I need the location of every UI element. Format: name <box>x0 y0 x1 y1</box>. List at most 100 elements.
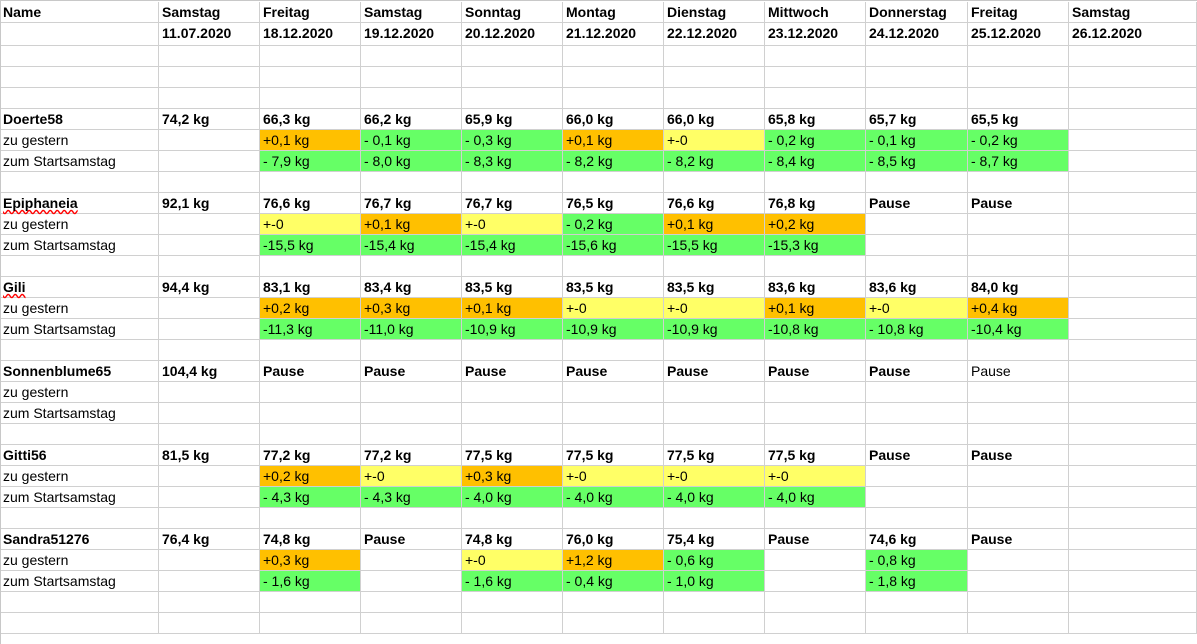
grid-cell[interactable]: 65,5 kg <box>968 109 1069 130</box>
grid-cell[interactable]: 77,5 kg <box>462 445 563 466</box>
grid-cell[interactable] <box>1069 487 1197 508</box>
grid-cell[interactable] <box>968 88 1069 109</box>
grid-cell[interactable] <box>765 571 866 592</box>
grid-cell[interactable]: +0,1 kg <box>260 130 361 151</box>
grid-cell[interactable]: zu gestern <box>0 382 159 403</box>
grid-cell[interactable] <box>1069 466 1197 487</box>
grid-cell[interactable]: 20.12.2020 <box>462 23 563 46</box>
grid-cell[interactable] <box>260 256 361 277</box>
grid-cell[interactable] <box>159 151 260 172</box>
grid-cell[interactable] <box>361 46 462 67</box>
grid-cell[interactable]: Name <box>0 2 159 23</box>
grid-cell[interactable]: 76,6 kg <box>664 193 765 214</box>
grid-cell[interactable]: 26.12.2020 <box>1069 23 1197 46</box>
grid-cell[interactable] <box>159 550 260 571</box>
grid-cell[interactable] <box>664 403 765 424</box>
grid-cell[interactable] <box>361 571 462 592</box>
grid-cell[interactable]: +1,2 kg <box>563 550 664 571</box>
grid-cell[interactable]: 66,0 kg <box>563 109 664 130</box>
grid-cell[interactable] <box>866 172 968 193</box>
grid-cell[interactable] <box>765 592 866 613</box>
grid-cell[interactable]: Doerte58 <box>0 109 159 130</box>
grid-cell[interactable]: +0,2 kg <box>765 214 866 235</box>
grid-cell[interactable] <box>1069 109 1197 130</box>
grid-cell[interactable] <box>361 67 462 88</box>
grid-cell[interactable]: 18.12.2020 <box>260 23 361 46</box>
grid-cell[interactable]: - 8,2 kg <box>563 151 664 172</box>
grid-cell[interactable] <box>0 172 159 193</box>
grid-cell[interactable]: 66,0 kg <box>664 109 765 130</box>
grid-cell[interactable] <box>1069 235 1197 256</box>
grid-cell[interactable]: 94,4 kg <box>159 277 260 298</box>
grid-cell[interactable] <box>968 424 1069 445</box>
grid-cell[interactable] <box>968 571 1069 592</box>
grid-cell[interactable] <box>462 172 563 193</box>
grid-cell[interactable]: - 4,3 kg <box>260 487 361 508</box>
grid-cell[interactable] <box>0 613 159 634</box>
grid-cell[interactable]: Pause <box>361 529 462 550</box>
grid-cell[interactable] <box>1069 592 1197 613</box>
grid-cell[interactable] <box>968 67 1069 88</box>
grid-cell[interactable] <box>563 46 664 67</box>
grid-cell[interactable]: 104,4 kg <box>159 361 260 382</box>
grid-cell[interactable]: 65,7 kg <box>866 109 968 130</box>
grid-cell[interactable] <box>361 403 462 424</box>
grid-cell[interactable]: - 4,0 kg <box>765 487 866 508</box>
grid-cell[interactable] <box>260 592 361 613</box>
grid-cell[interactable] <box>968 613 1069 634</box>
grid-cell[interactable] <box>1069 298 1197 319</box>
grid-cell[interactable]: - 0,8 kg <box>866 550 968 571</box>
grid-cell[interactable]: Samstag <box>159 2 260 23</box>
grid-cell[interactable]: - 8,7 kg <box>968 151 1069 172</box>
grid-cell[interactable] <box>1069 256 1197 277</box>
grid-cell[interactable] <box>1069 319 1197 340</box>
grid-cell[interactable]: +0,1 kg <box>361 214 462 235</box>
grid-cell[interactable] <box>1069 151 1197 172</box>
grid-cell[interactable] <box>563 613 664 634</box>
grid-cell[interactable] <box>159 67 260 88</box>
grid-cell[interactable]: -10,9 kg <box>664 319 765 340</box>
grid-cell[interactable] <box>462 67 563 88</box>
grid-cell[interactable] <box>664 382 765 403</box>
grid-cell[interactable]: Dienstag <box>664 2 765 23</box>
grid-cell[interactable]: -15,5 kg <box>664 235 765 256</box>
grid-cell[interactable]: Pause <box>866 445 968 466</box>
grid-cell[interactable] <box>159 319 260 340</box>
grid-cell[interactable] <box>563 424 664 445</box>
grid-cell[interactable] <box>968 466 1069 487</box>
grid-cell[interactable]: 77,5 kg <box>563 445 664 466</box>
grid-cell[interactable] <box>866 340 968 361</box>
grid-cell[interactable] <box>462 403 563 424</box>
grid-cell[interactable]: +0,2 kg <box>260 298 361 319</box>
grid-cell[interactable] <box>159 214 260 235</box>
grid-cell[interactable] <box>1069 193 1197 214</box>
grid-cell[interactable] <box>0 508 159 529</box>
grid-cell[interactable]: -11,3 kg <box>260 319 361 340</box>
grid-cell[interactable]: +0,1 kg <box>462 298 563 319</box>
grid-cell[interactable]: 83,5 kg <box>664 277 765 298</box>
grid-cell[interactable]: 76,4 kg <box>159 529 260 550</box>
grid-cell[interactable]: 77,2 kg <box>260 445 361 466</box>
grid-cell[interactable]: 22.12.2020 <box>664 23 765 46</box>
grid-cell[interactable]: 76,8 kg <box>765 193 866 214</box>
grid-cell[interactable] <box>968 550 1069 571</box>
grid-cell[interactable] <box>866 592 968 613</box>
grid-cell[interactable]: 76,6 kg <box>260 193 361 214</box>
grid-cell[interactable]: 76,0 kg <box>563 529 664 550</box>
grid-cell[interactable] <box>0 88 159 109</box>
grid-cell[interactable]: Donnerstag <box>866 2 968 23</box>
grid-cell[interactable] <box>563 67 664 88</box>
grid-cell[interactable]: Gili <box>0 277 159 298</box>
grid-cell[interactable]: 11.07.2020 <box>159 23 260 46</box>
grid-cell[interactable]: Pause <box>765 529 866 550</box>
grid-cell[interactable] <box>664 46 765 67</box>
grid-cell[interactable] <box>664 88 765 109</box>
grid-cell[interactable]: Mittwoch <box>765 2 866 23</box>
grid-cell[interactable] <box>0 256 159 277</box>
grid-cell[interactable]: -15,4 kg <box>462 235 563 256</box>
grid-cell[interactable]: +0,4 kg <box>968 298 1069 319</box>
grid-cell[interactable] <box>159 46 260 67</box>
grid-cell[interactable]: - 0,2 kg <box>968 130 1069 151</box>
grid-cell[interactable] <box>260 46 361 67</box>
grid-cell[interactable] <box>1069 214 1197 235</box>
